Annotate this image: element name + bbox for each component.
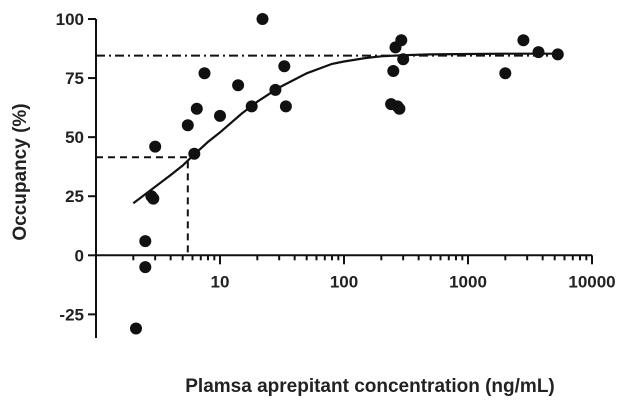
- fit-curve: [132, 52, 555, 205]
- data-point: [499, 67, 512, 80]
- data-point: [279, 100, 292, 113]
- y-tick-label: 25: [65, 187, 84, 206]
- ec50-reference-line: [96, 156, 189, 256]
- x-tick-label: 1000: [449, 272, 487, 291]
- data-point: [190, 102, 203, 115]
- data-point: [278, 60, 291, 73]
- x-axis-label: Plamsa aprepitant concentration (ng/mL): [185, 376, 555, 397]
- data-point: [130, 322, 142, 335]
- x-tick-label: 10000: [568, 272, 615, 291]
- y-tick-label: 0: [75, 246, 84, 265]
- data-point: [181, 119, 194, 132]
- y-tick-label: 75: [65, 69, 84, 88]
- data-point: [532, 46, 545, 59]
- data-point: [393, 102, 406, 115]
- data-point: [256, 13, 269, 25]
- data-points: [130, 13, 564, 335]
- data-point: [245, 100, 258, 113]
- data-point: [269, 83, 282, 96]
- reference-lines: [96, 54, 562, 256]
- data-point: [232, 79, 245, 92]
- y-tick-label: 100: [56, 10, 84, 29]
- y-tick-label: 50: [65, 128, 84, 147]
- data-point: [551, 48, 564, 61]
- fit-curve-group: [132, 52, 555, 205]
- data-point: [139, 261, 152, 274]
- data-point: [387, 65, 400, 77]
- data-point: [188, 147, 201, 160]
- data-point: [397, 53, 410, 66]
- data-point: [198, 67, 211, 80]
- x-tick-label: 100: [330, 272, 358, 291]
- data-point: [149, 140, 162, 153]
- data-point: [147, 192, 160, 205]
- y-tick-label: -25: [59, 305, 84, 324]
- y-axis-label: Occupancy (%): [10, 103, 31, 240]
- x-tick-label: 10: [211, 272, 230, 291]
- data-point: [395, 34, 408, 47]
- labels: Plamsa aprepitant concentration (ng/mL) …: [10, 103, 555, 397]
- data-point: [517, 34, 530, 47]
- data-point: [139, 235, 152, 248]
- axes: -25 0 25 50 75 100 10 100 1000 10000: [56, 10, 616, 338]
- data-point: [214, 109, 226, 122]
